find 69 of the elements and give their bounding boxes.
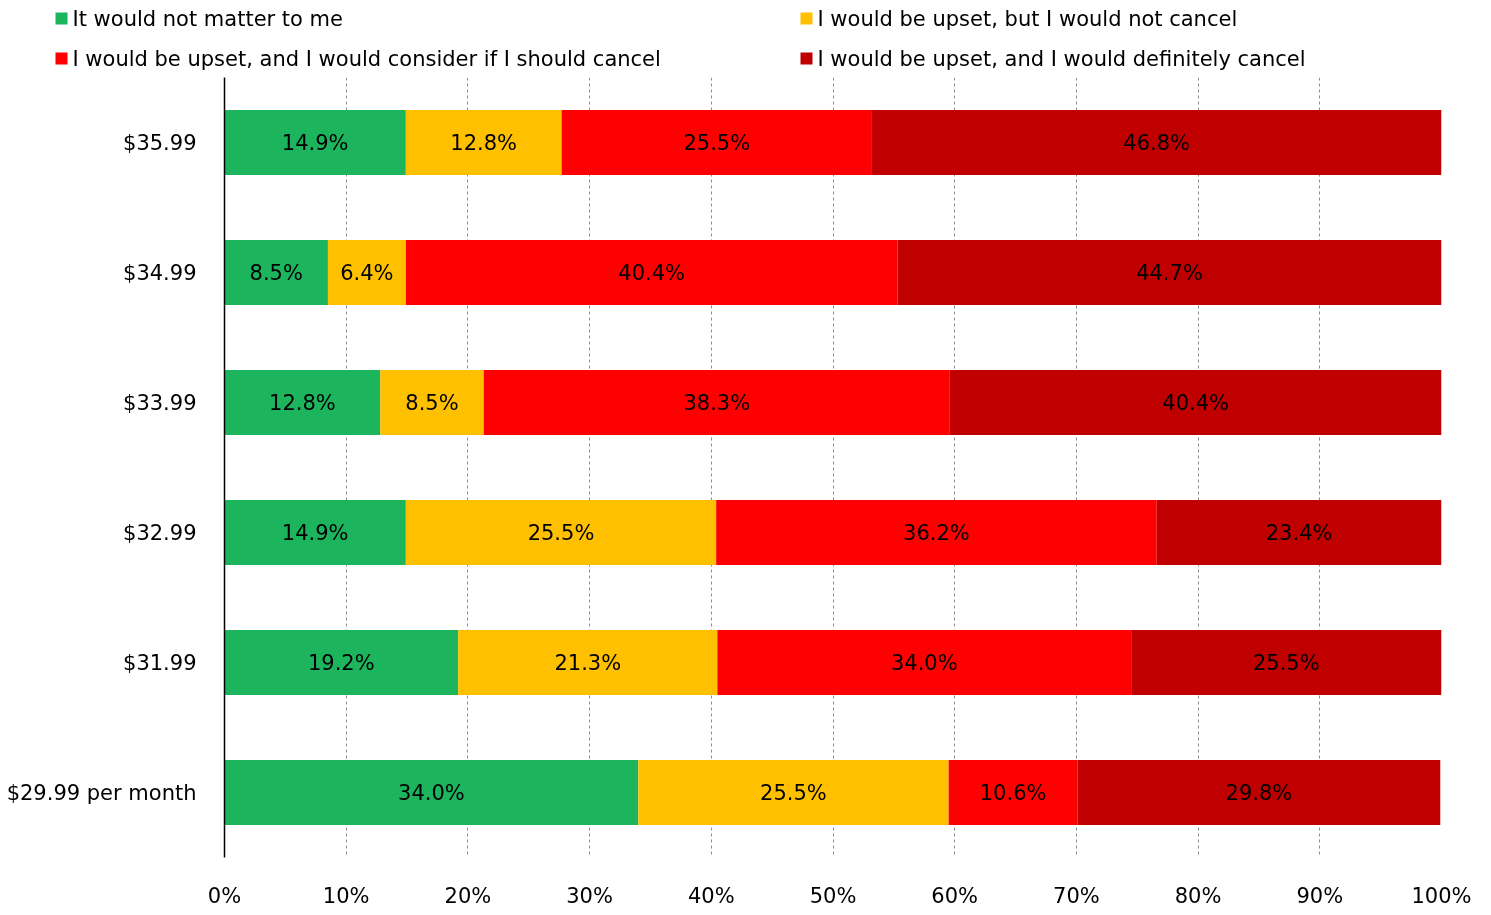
x-tick-label: 80%	[1174, 883, 1222, 908]
x-tick-label: 50%	[809, 883, 857, 908]
bar	[405, 110, 562, 175]
x-tick-label: 90%	[1296, 883, 1344, 908]
bar	[483, 370, 950, 435]
bar	[327, 240, 406, 305]
data-label: 36.2%	[903, 520, 970, 545]
data-label: 40.4%	[618, 260, 686, 285]
bar	[638, 760, 949, 825]
data-label: 25.5%	[527, 520, 595, 545]
data-label: 10.6%	[979, 780, 1047, 805]
data-label: 6.4%	[340, 260, 394, 285]
bar	[405, 240, 898, 305]
y-tick-label: $29.99 per month	[6, 780, 197, 805]
data-label: 19.2%	[307, 650, 375, 675]
bar	[224, 500, 406, 565]
data-label: 8.5%	[405, 390, 459, 415]
data-label: 12.8%	[450, 130, 518, 155]
data-label: 25.5%	[760, 780, 827, 805]
bar	[717, 630, 1132, 695]
x-tick-label: 40%	[687, 883, 735, 908]
x-tick-label: 70%	[1053, 883, 1100, 908]
legend-label: It would not matter to me	[72, 6, 343, 31]
data-label: 12.8%	[269, 390, 336, 415]
data-label: 34.0%	[890, 650, 958, 675]
data-label: 25.5%	[1252, 650, 1320, 675]
data-label: 14.9%	[281, 520, 349, 545]
data-label: 46.8%	[1123, 130, 1191, 155]
legend-label: I would be upset, and I would consider if I should cancel	[72, 46, 661, 71]
bar	[224, 240, 328, 305]
bar	[224, 630, 459, 695]
bar	[1156, 500, 1442, 565]
data-label: 25.5%	[683, 130, 751, 155]
data-label: 29.8%	[1225, 780, 1293, 805]
bar	[716, 500, 1157, 565]
data-label: 21.3%	[554, 650, 622, 675]
data-label: 8.5%	[249, 260, 303, 285]
x-tick-label: 20%	[444, 883, 492, 908]
bar	[897, 240, 1442, 305]
bar	[405, 500, 717, 565]
data-label: 34.0%	[398, 780, 465, 805]
x-tick-label: 60%	[931, 883, 979, 908]
bar	[1077, 760, 1441, 825]
data-label: 23.4%	[1265, 520, 1333, 545]
data-label: 14.9%	[281, 130, 349, 155]
x-tick-label: 30%	[566, 883, 613, 908]
x-tick-label: 10%	[322, 883, 370, 908]
bar	[948, 760, 1078, 825]
data-label: 38.3%	[683, 390, 751, 415]
bar	[1131, 630, 1442, 695]
data-label: 40.4%	[1162, 390, 1230, 415]
legend-label: I would be upset, and I would definitely cancel	[817, 46, 1306, 71]
bar	[871, 110, 1442, 175]
legend-label: I would be upset, but I would not cancel	[817, 6, 1238, 31]
y-tick-label: $35.99	[123, 130, 197, 155]
y-tick-label: $33.99	[123, 390, 197, 415]
y-tick-label: $32.99	[123, 520, 197, 545]
bar	[949, 370, 1442, 435]
y-tick-label: $31.99	[123, 650, 197, 675]
bar	[224, 370, 381, 435]
x-tick-label: 0%	[207, 883, 242, 908]
x-tick-label: 100%	[1411, 883, 1472, 908]
y-tick-label: $34.99	[123, 260, 197, 285]
bar	[224, 760, 639, 825]
bar	[224, 110, 406, 175]
bar	[380, 370, 484, 435]
data-label: 44.7%	[1136, 260, 1203, 285]
bar	[561, 110, 872, 175]
bar	[458, 630, 718, 695]
